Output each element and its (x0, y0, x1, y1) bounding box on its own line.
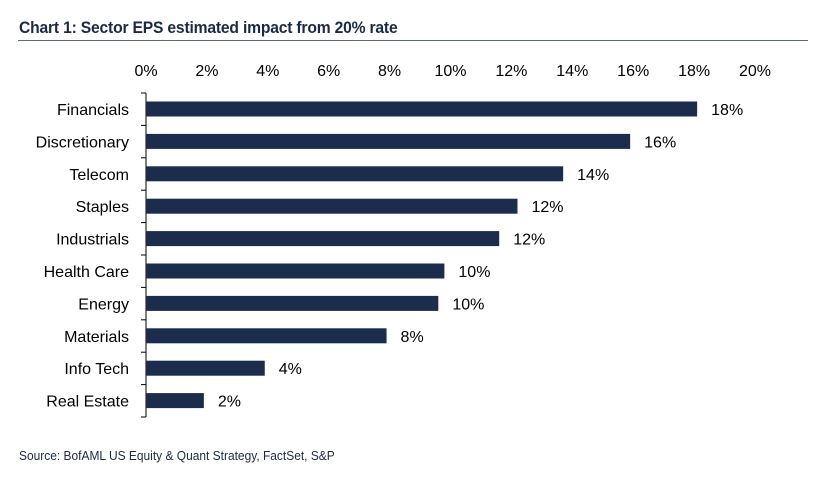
bar (146, 231, 500, 247)
axis-layer: 0% 2% 4% 6% 8% 10% 12% 14% 16% 18% 20% Financials Di… (36, 63, 771, 418)
bar (146, 360, 265, 376)
y-category-label: Telecom (69, 167, 129, 184)
bar-value-label: 16% (644, 134, 676, 151)
y-category-label: Staples (76, 199, 129, 216)
bar (146, 133, 631, 149)
x-tick-label: 16% (617, 63, 649, 80)
x-tick-label: 12% (495, 63, 527, 80)
y-category-label: Materials (64, 329, 129, 346)
bar-value-label: 18% (711, 102, 743, 119)
bar-value-label: 12% (513, 232, 545, 249)
bar (146, 328, 387, 344)
x-tick-label: 20% (739, 63, 771, 80)
y-category-label: Industrials (56, 232, 129, 249)
bar (146, 166, 564, 182)
title-divider (18, 40, 808, 41)
x-tick-label: 6% (317, 63, 340, 80)
y-category-label: Discretionary (36, 134, 129, 151)
bar (146, 198, 518, 214)
bar-value-label: 2% (218, 394, 241, 411)
bar-value-label: 4% (279, 361, 302, 378)
bar-value-label: 12% (531, 199, 563, 216)
bar (146, 393, 204, 409)
bar (146, 263, 445, 279)
source-note: Source: BofAML US Equity & Quant Strateg… (19, 448, 335, 463)
x-tick-label: 4% (256, 63, 279, 80)
x-tick-label: 18% (678, 63, 710, 80)
x-tick-label: 2% (195, 63, 218, 80)
y-category-label: Real Estate (46, 394, 129, 411)
x-tick-label: 8% (378, 63, 401, 80)
y-category-label: Health Care (44, 264, 129, 281)
y-category-label: Financials (57, 102, 129, 119)
y-category-label: Info Tech (64, 361, 129, 378)
bar-value-label: 10% (458, 264, 490, 281)
x-tick-label: 10% (434, 63, 466, 80)
bar (146, 295, 439, 311)
bar-layer: 18% 16% 14% 12% 12% 10% 10% 8% 4% 2% (146, 101, 743, 411)
x-tick-label: 0% (134, 63, 157, 80)
bar-value-label: 14% (577, 167, 609, 184)
bar-value-label: 10% (452, 296, 484, 313)
y-category-label: Energy (78, 296, 129, 313)
bar-value-label: 8% (401, 329, 424, 346)
x-tick-label: 14% (556, 63, 588, 80)
chart-title: Chart 1: Sector EPS estimated impact fro… (19, 18, 398, 37)
bar (146, 101, 698, 117)
